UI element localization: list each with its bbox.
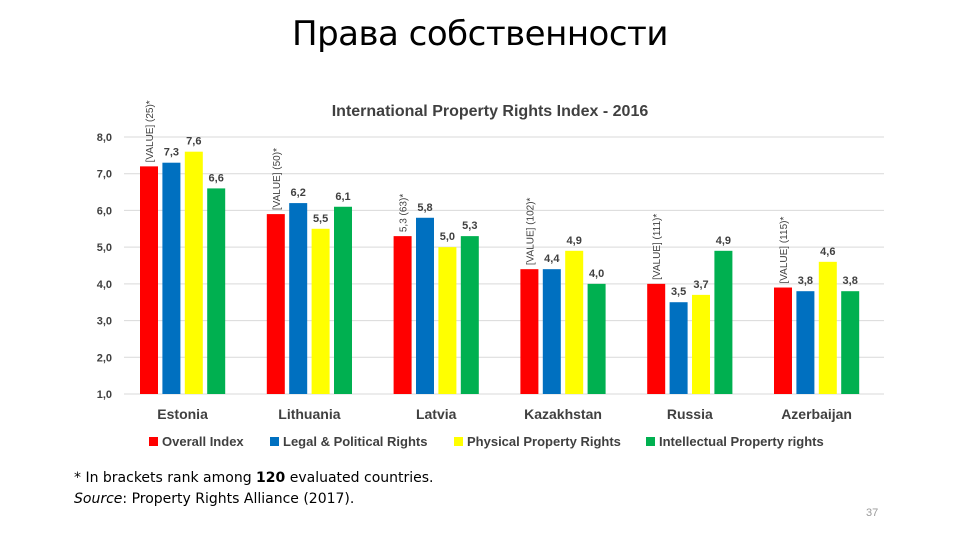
- data-label: 3,5: [671, 286, 686, 298]
- legend-swatch: [149, 437, 158, 446]
- bar-kazakhstan-1: [542, 269, 561, 394]
- bar-azerbaijan-3: [841, 291, 860, 394]
- y-tick-label: 6,0: [97, 205, 112, 217]
- footnote-source: Source: Property Rights Alliance (2017).: [74, 491, 355, 507]
- data-label-rotated: [VALUE] (50)*: [272, 148, 283, 210]
- bar-azerbaijan-0: [774, 287, 792, 394]
- legend-label: Legal & Political Rights: [283, 434, 427, 449]
- legend-label: Overall Index: [162, 434, 244, 449]
- bar-lithuania-3: [334, 206, 352, 394]
- data-label: 3,8: [843, 275, 858, 287]
- data-label-rotated: [VALUE] (25)*: [145, 100, 156, 162]
- data-label: 6,1: [335, 191, 350, 203]
- bar-kazakhstan-2: [565, 250, 584, 394]
- bar-russia-2: [692, 294, 710, 394]
- y-tick-label: 2,0: [97, 352, 112, 364]
- category-label-estonia: Estonia: [157, 406, 208, 422]
- bar-azerbaijan-2: [818, 261, 837, 394]
- data-label: 3,7: [693, 279, 708, 291]
- legend-label: Intellectual Property rights: [659, 434, 824, 449]
- category-label-russia: Russia: [667, 406, 713, 422]
- bar-kazakhstan-3: [587, 283, 606, 394]
- bar-lithuania-2: [311, 228, 330, 394]
- bar-lithuania-1: [289, 203, 308, 394]
- data-label: 5,5: [313, 213, 328, 225]
- data-label: 5,0: [440, 231, 455, 243]
- bar-russia-0: [647, 283, 666, 394]
- legend: Overall Index Legal & Political Rights Phy…: [149, 434, 824, 449]
- bar-russia-1: [669, 302, 688, 394]
- y-axis-ticks: 1,0 2,0 3,0 4,0 5,0 6,0 7,0 8,0: [97, 132, 112, 401]
- bar-latvia-0: [393, 236, 412, 394]
- bars: [140, 151, 860, 394]
- y-tick-label: 7,0: [97, 169, 112, 181]
- y-tick-label: 8,0: [97, 132, 112, 144]
- bar-azerbaijan-1: [796, 291, 815, 394]
- data-label-rotated: [VALUE] (102)*: [525, 197, 536, 265]
- bar-latvia-3: [460, 236, 479, 394]
- category-label-kazakhstan: Kazakhstan: [524, 406, 602, 422]
- y-tick-label: 1,0: [97, 389, 112, 401]
- bar-kazakhstan-0: [520, 269, 539, 394]
- data-label: 7,3: [164, 147, 179, 159]
- bar-estonia-1: [162, 162, 181, 394]
- data-label: 4,9: [567, 235, 582, 247]
- data-label-rotated: [VALUE] (111)*: [652, 214, 663, 280]
- bar-estonia-2: [184, 151, 203, 394]
- data-label: 4,9: [716, 235, 731, 247]
- category-label-lithuania: Lithuania: [278, 406, 340, 422]
- legend-swatch: [270, 437, 279, 446]
- bar-russia-3: [714, 250, 733, 394]
- legend-label: Physical Property Rights: [467, 434, 621, 449]
- y-tick-label: 4,0: [97, 279, 112, 291]
- legend-swatch: [646, 437, 655, 446]
- legend-swatch: [454, 437, 463, 446]
- data-label: 4,6: [820, 246, 835, 258]
- bar-latvia-1: [416, 217, 434, 394]
- category-label-latvia: Latvia: [416, 406, 457, 422]
- data-label: 5,8: [417, 202, 432, 214]
- data-label: 4,0: [589, 268, 604, 280]
- data-label-rotated: 5,3 (63)*: [399, 194, 410, 232]
- data-labels: [VALUE] (25)* 7,3 7,6 6,6 [VALUE] (50)* 6,2 5,…: [145, 100, 858, 298]
- bar-estonia-0: [140, 166, 158, 394]
- data-label: 6,6: [209, 172, 224, 184]
- data-label: 7,6: [186, 136, 201, 148]
- data-label: 6,2: [291, 187, 306, 199]
- x-axis-categories: Estonia Lithuania Latvia Kazakhstan Russia Az…: [157, 406, 852, 422]
- y-tick-label: 3,0: [97, 316, 112, 328]
- bar-estonia-3: [207, 188, 226, 394]
- data-label: 5,3: [462, 220, 477, 232]
- data-label-rotated: [VALUE] (115)*: [779, 217, 790, 284]
- category-label-azerbaijan: Azerbaijan: [781, 406, 852, 422]
- footnote: * In brackets rank among 120 evaluated c…: [74, 468, 434, 510]
- grid-lines: [124, 136, 884, 395]
- chart-title: International Property Rights Index - 20…: [332, 103, 649, 120]
- data-label: 3,8: [798, 275, 813, 287]
- data-label: 4,4: [544, 253, 560, 265]
- bar-latvia-2: [438, 247, 457, 394]
- y-tick-label: 5,0: [97, 242, 112, 254]
- page-number: 37: [866, 507, 879, 519]
- footnote-rank-note: * In brackets rank among 120 evaluated c…: [74, 470, 434, 486]
- bar-lithuania-0: [266, 214, 285, 394]
- slide-title: Права собственности: [292, 14, 668, 54]
